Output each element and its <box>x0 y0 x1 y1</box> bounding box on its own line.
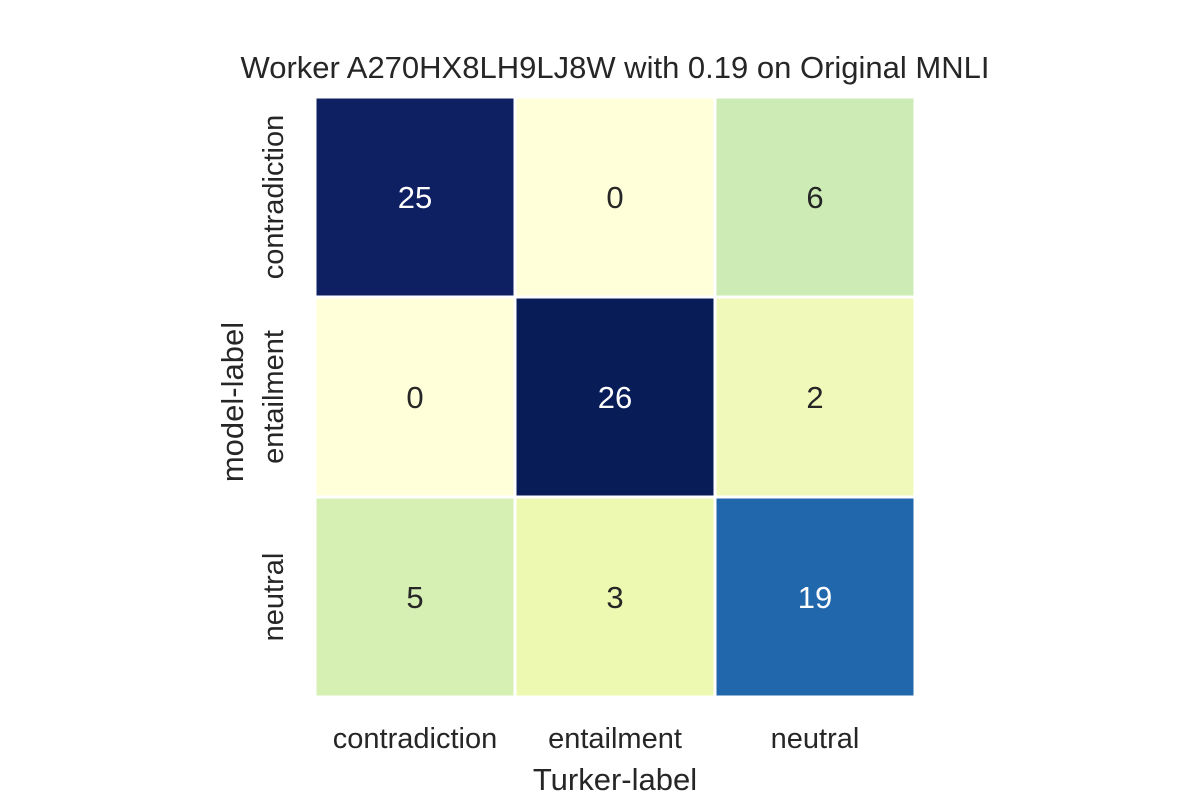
y-tick-label: entailment <box>258 330 290 464</box>
x-tick-label: entailment <box>548 723 682 755</box>
cell-value-label: 0 <box>406 380 423 415</box>
cell-value-label: 25 <box>398 180 432 215</box>
y-axis-label: model-label <box>215 321 250 483</box>
heatmap-cell-contradiction-contradiction <box>313 95 517 299</box>
heatmap-cell-neutral-entailment <box>513 495 717 699</box>
cell-value-label: 3 <box>606 580 623 615</box>
heatmap-cell-contradiction-neutral <box>713 95 917 299</box>
cell-value-label: 19 <box>798 580 832 615</box>
cell-value-label: 6 <box>806 180 823 215</box>
heatmap-cell-neutral-neutral <box>713 495 917 699</box>
heatmap-cell-neutral-contradiction <box>313 495 517 699</box>
x-axis-label: Turker-label <box>532 762 698 797</box>
cell-value-label: 5 <box>406 580 423 615</box>
y-tick-label: neutral <box>258 553 290 642</box>
x-tick-label: neutral <box>771 723 860 755</box>
y-tick-label: contradiction <box>258 115 290 279</box>
chart-title: Worker A270HX8LH9LJ8W with 0.19 on Origi… <box>240 50 990 85</box>
cell-value-label: 0 <box>606 180 623 215</box>
x-tick-label: contradiction <box>333 723 497 755</box>
cell-value-label: 2 <box>806 380 823 415</box>
heatmap-cell-contradiction-entailment <box>513 95 717 299</box>
cell-value-label: 26 <box>598 380 632 415</box>
